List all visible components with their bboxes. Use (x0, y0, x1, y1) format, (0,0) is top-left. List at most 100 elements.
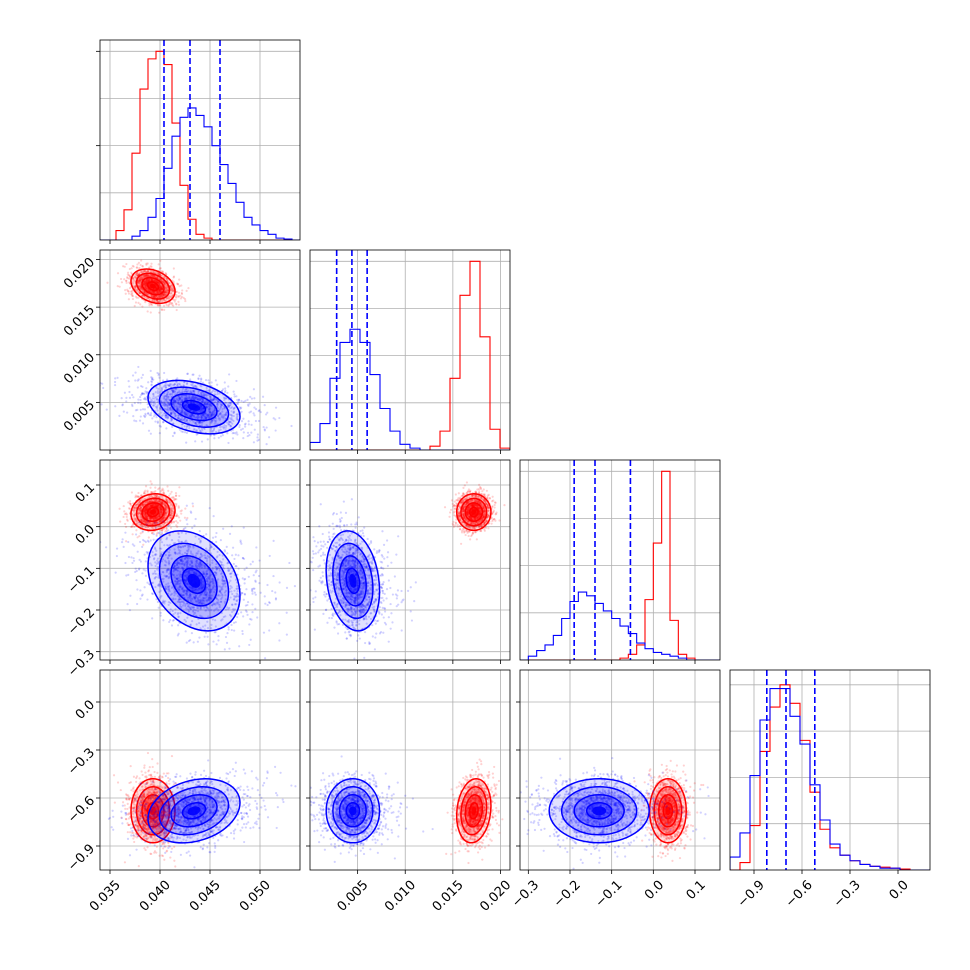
sample-point (146, 280, 149, 283)
sample-point (137, 401, 140, 404)
sample-point (133, 285, 136, 289)
sample-point (169, 409, 173, 412)
sample-point (328, 603, 330, 605)
sample-point (148, 413, 151, 417)
sample-point (187, 408, 190, 411)
sample-point (160, 270, 163, 273)
sample-point (132, 396, 135, 399)
sample-point (137, 280, 140, 283)
sample-point (159, 304, 162, 307)
sample-point (170, 392, 174, 396)
sample-point (205, 400, 208, 403)
sample-point (183, 425, 186, 428)
sample-point (181, 289, 184, 292)
sample-point (157, 295, 161, 298)
contour-line (130, 268, 176, 305)
sample-point (244, 577, 247, 581)
sample-point (229, 407, 232, 410)
sample-point (176, 377, 179, 380)
sample-point (226, 632, 229, 635)
sample-point (157, 289, 161, 292)
sample-point (253, 406, 256, 409)
sample-point (160, 531, 163, 534)
sample-point (146, 278, 149, 281)
sample-point (210, 397, 213, 400)
sample-point (223, 549, 226, 552)
sample-point (179, 403, 182, 406)
sample-point (139, 402, 142, 405)
sample-point (156, 397, 159, 401)
sample-point (162, 619, 165, 622)
sample-point (242, 417, 245, 420)
sample-point (139, 279, 142, 282)
sample-point (184, 413, 187, 417)
sample-point (163, 398, 166, 401)
sample-point (212, 414, 215, 417)
sample-point (198, 420, 201, 424)
sample-point (166, 404, 169, 407)
sample-point (137, 301, 140, 304)
sample-point (123, 391, 127, 394)
blue-histogram (310, 328, 510, 450)
sample-point (158, 424, 161, 427)
sample-point (189, 409, 192, 412)
sample-point (274, 406, 278, 409)
sample-point (197, 377, 200, 380)
sample-point (148, 279, 151, 282)
sample-point (150, 376, 153, 379)
sample-point (170, 419, 173, 422)
sample-point (140, 259, 143, 262)
sample-point (177, 295, 180, 298)
sample-point (169, 407, 172, 410)
sample-point (200, 400, 204, 403)
sample-point (170, 418, 173, 422)
sample-point (199, 397, 202, 400)
sample-point (165, 394, 168, 397)
sample-point (203, 402, 206, 405)
sample-point (153, 295, 156, 298)
sample-point (223, 397, 226, 400)
sample-point (148, 299, 152, 302)
sample-point (175, 520, 178, 523)
sample-point (176, 407, 179, 410)
sample-point (116, 272, 120, 275)
sample-point (214, 398, 217, 401)
sample-point (216, 403, 219, 406)
sample-point (152, 404, 155, 407)
sample-point (138, 278, 141, 281)
sample-point (143, 270, 146, 273)
sample-point (195, 396, 198, 399)
sample-point (200, 417, 203, 420)
sample-point (257, 419, 261, 423)
sample-point (130, 556, 133, 559)
sample-point (220, 404, 223, 407)
sample-point (218, 400, 221, 403)
sample-point (141, 271, 144, 274)
sample-point (199, 399, 202, 402)
sample-point (274, 429, 277, 432)
sample-point (130, 290, 134, 293)
sample-point (140, 270, 143, 274)
sample-point (152, 274, 155, 278)
sample-point (249, 563, 252, 566)
sample-point (140, 276, 143, 279)
sample-point (230, 418, 233, 421)
sample-point (152, 291, 155, 295)
sample-point (160, 284, 163, 288)
sample-point (137, 279, 140, 282)
sample-point (172, 401, 175, 404)
sample-point (164, 289, 167, 292)
sample-point (206, 438, 209, 441)
sample-point (145, 262, 148, 265)
sample-point (157, 372, 160, 376)
sample-point (128, 274, 131, 277)
sample-point (156, 296, 159, 299)
sample-point (165, 427, 168, 430)
sample-point (164, 414, 168, 417)
sample-point (236, 418, 239, 421)
sample-point (208, 415, 211, 418)
sample-point (254, 419, 258, 423)
sample-point (240, 420, 244, 423)
sample-point (162, 299, 165, 302)
sample-point (252, 574, 255, 577)
